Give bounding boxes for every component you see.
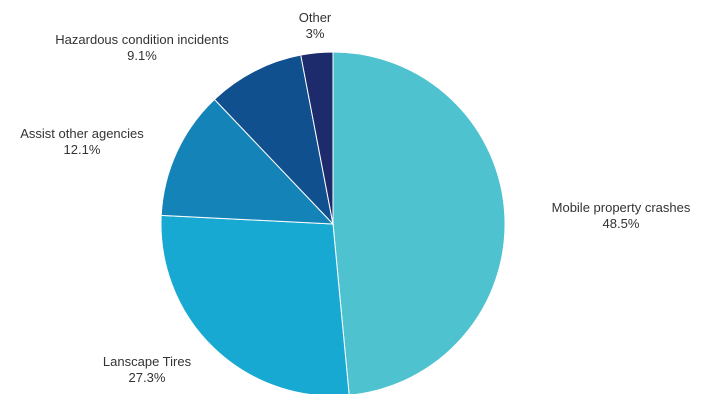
slice-label-hazardous-condition-incidents: Hazardous condition incidents 9.1% <box>55 32 228 64</box>
slice-category-label: Assist other agencies <box>20 126 144 141</box>
slice-value-label: 27.3% <box>128 370 166 385</box>
slice-label-other: Other 3% <box>299 10 332 42</box>
slice-value-label: 48.5% <box>602 216 640 231</box>
slice-label-assist-other-agencies: Assist other agencies 12.1% <box>20 126 144 158</box>
slice-value-label: 12.1% <box>63 142 101 157</box>
slice-label-mobile-property-crashes: Mobile property crashes 48.5% <box>552 200 691 232</box>
pie-slice-other <box>300 51 334 225</box>
pie-slice-hazardous-condition-incidents <box>213 54 334 226</box>
slice-label-lanscape-tires: Lanscape Tires 27.3% <box>103 354 191 386</box>
pie-slice-assist-other-agencies <box>160 98 335 225</box>
pie-slice-mobile-property-crashes <box>332 51 506 394</box>
pie-slice-lanscape-tires <box>160 214 350 394</box>
slice-value-label: 9.1% <box>127 48 157 63</box>
slice-category-label: Lanscape Tires <box>102 354 192 369</box>
slice-category-label: Hazardous condition incidents <box>55 32 229 47</box>
slice-value-label: 3% <box>305 26 325 41</box>
slice-category-label: Other <box>298 10 332 25</box>
slice-category-label: Mobile property crashes <box>551 200 691 215</box>
